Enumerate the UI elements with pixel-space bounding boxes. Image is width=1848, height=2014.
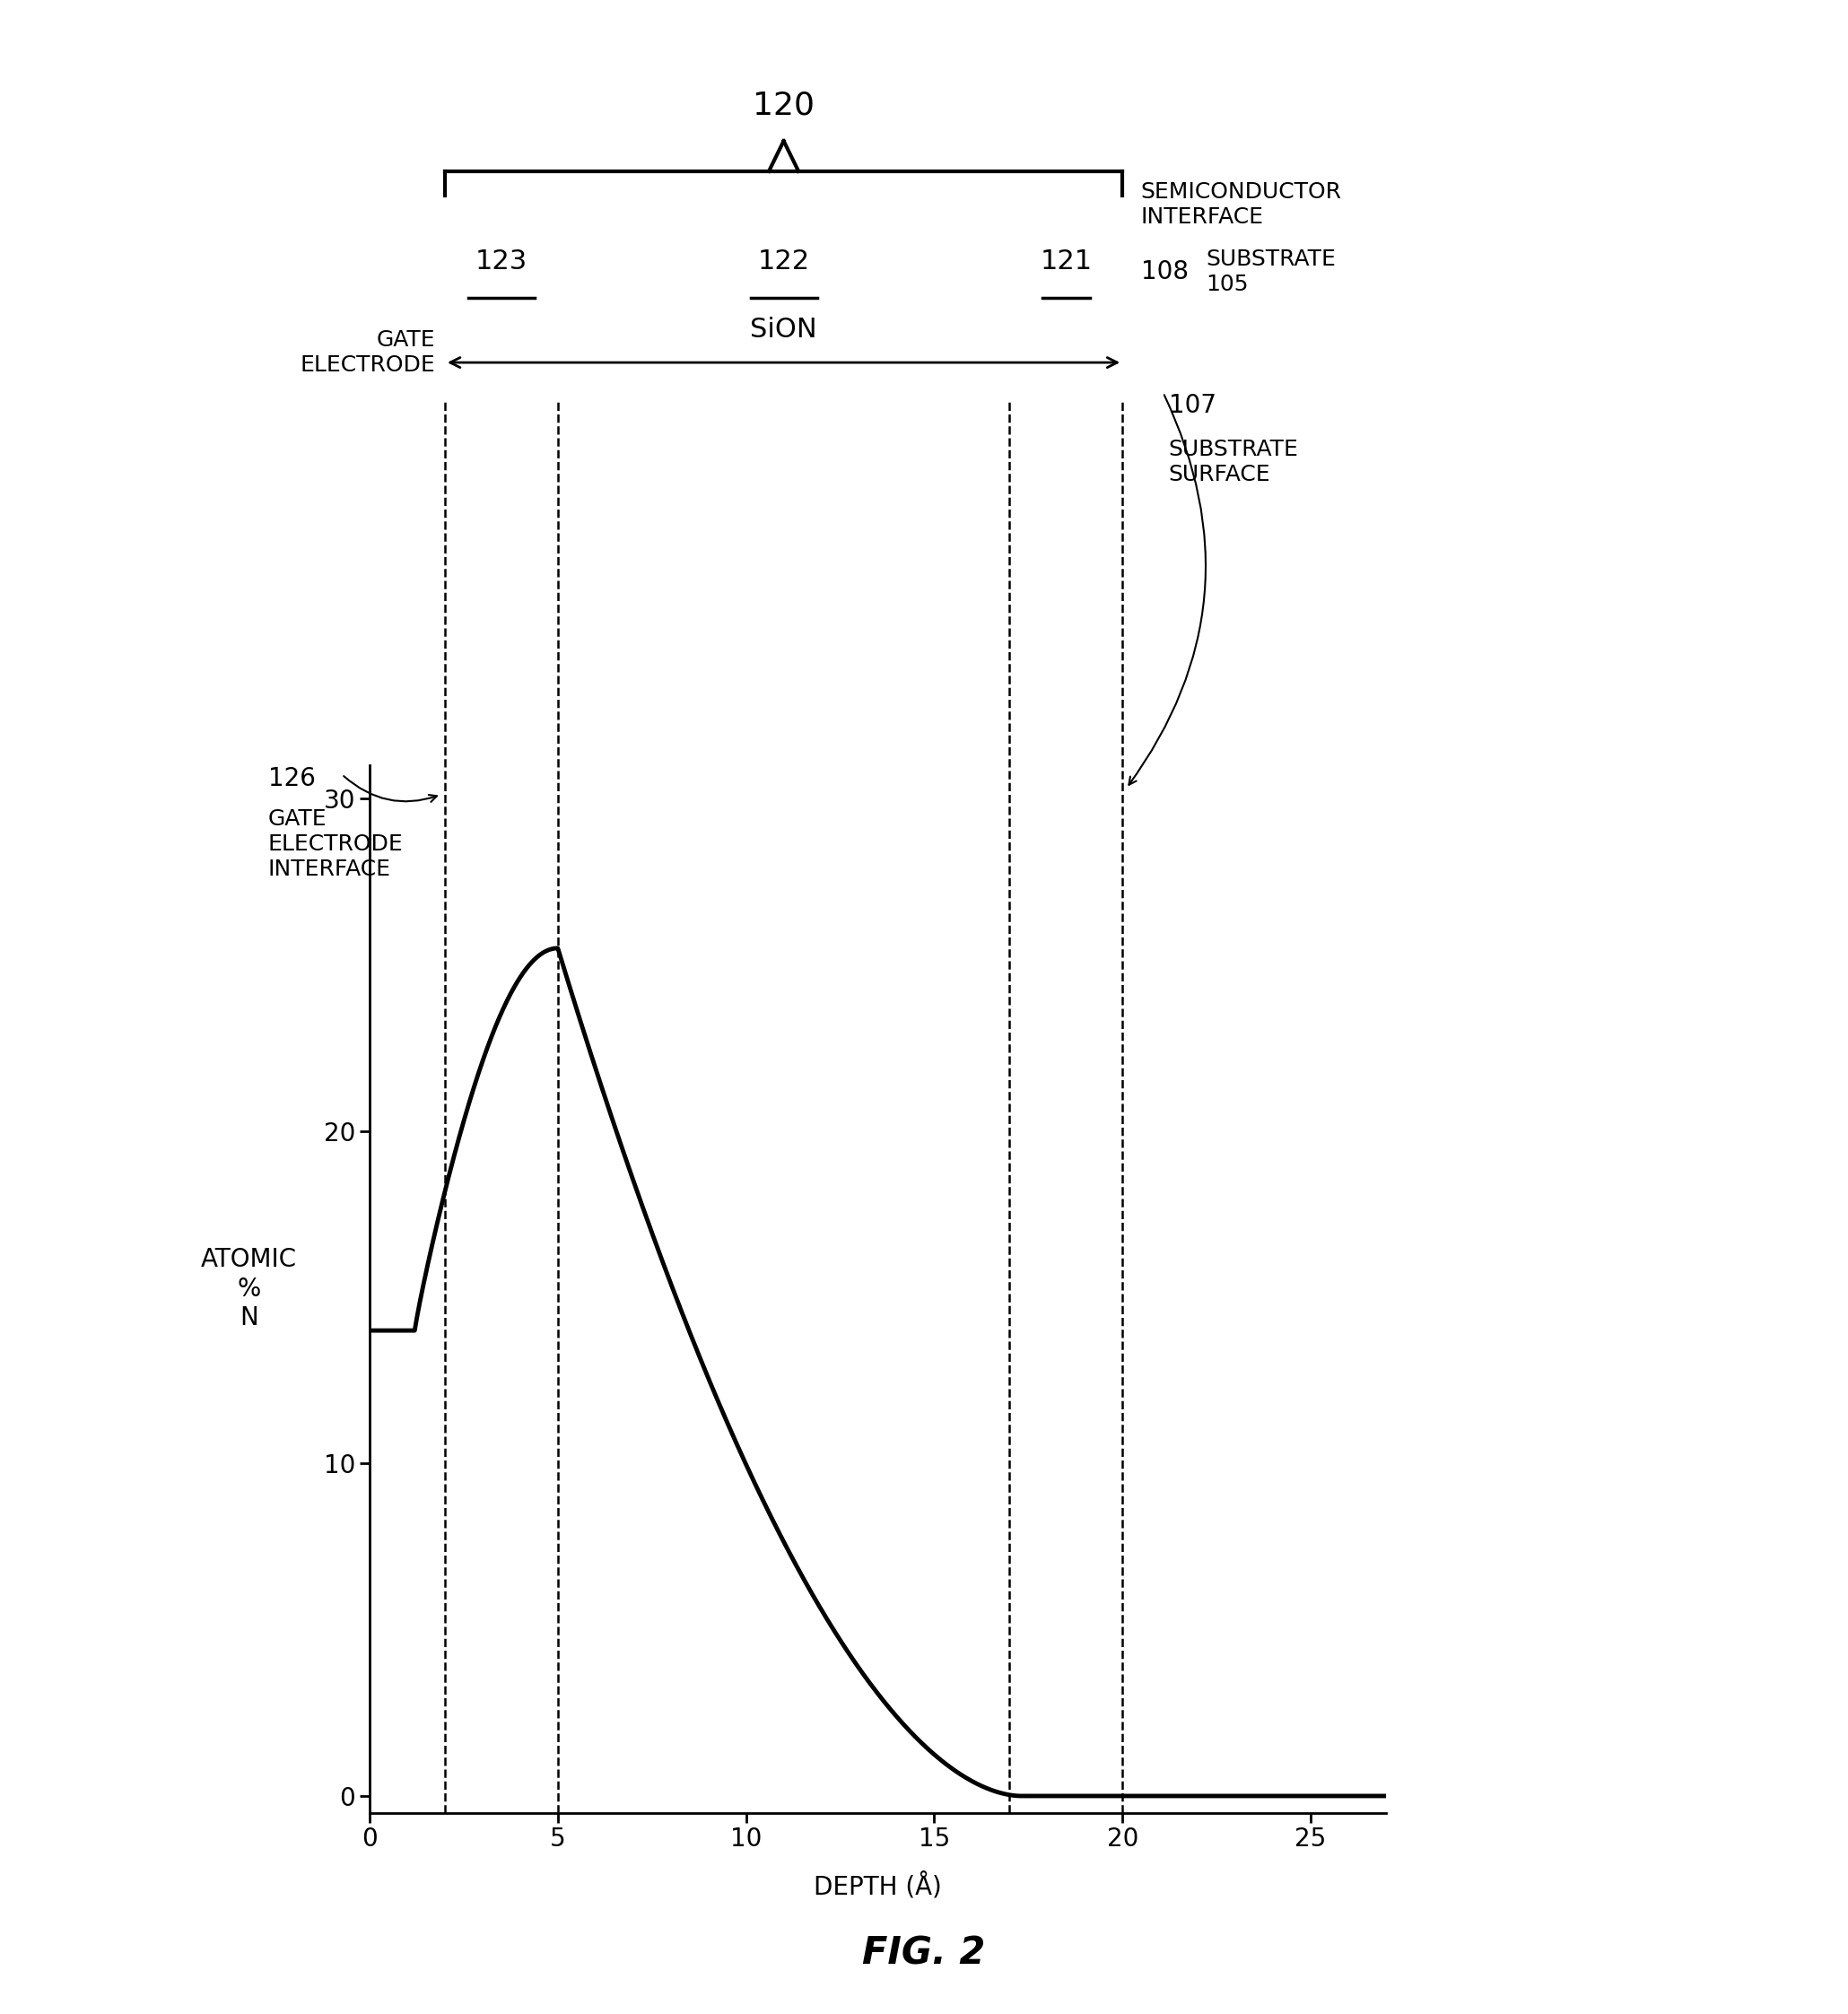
Text: GATE
ELECTRODE: GATE ELECTRODE	[301, 328, 436, 377]
Text: FIG. 2: FIG. 2	[863, 1935, 985, 1972]
Text: SiON: SiON	[750, 316, 817, 342]
X-axis label: DEPTH (Å): DEPTH (Å)	[813, 1871, 942, 1899]
Text: SEMICONDUCTOR
INTERFACE: SEMICONDUCTOR INTERFACE	[1140, 181, 1342, 228]
Text: 126: 126	[268, 765, 316, 792]
Text: 121: 121	[1040, 250, 1092, 274]
Text: 122: 122	[758, 250, 809, 274]
Text: 120: 120	[752, 91, 815, 121]
Y-axis label: ATOMIC
%
N: ATOMIC % N	[201, 1247, 298, 1331]
Text: 108: 108	[1140, 260, 1188, 284]
Text: SUBSTRATE
105: SUBSTRATE 105	[1205, 248, 1336, 296]
Text: 123: 123	[475, 250, 527, 274]
Text: GATE
ELECTRODE
INTERFACE: GATE ELECTRODE INTERFACE	[268, 810, 403, 880]
Text: 107: 107	[1168, 393, 1216, 417]
Text: SUBSTRATE
SURFACE: SUBSTRATE SURFACE	[1168, 439, 1299, 485]
